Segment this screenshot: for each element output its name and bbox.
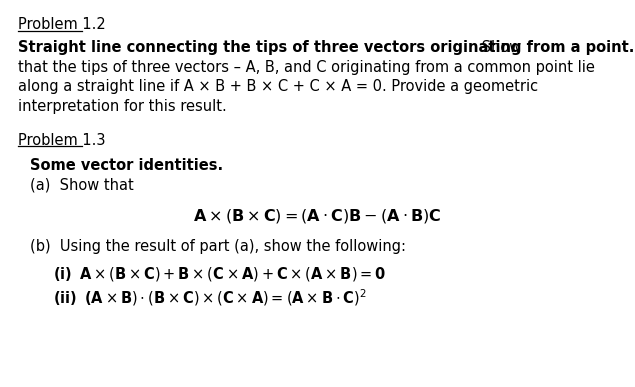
Text: Show: Show bbox=[477, 40, 521, 55]
Text: $\mathbf{A} \times (\mathbf{B} \times \mathbf{C}) = (\mathbf{A} \cdot \mathbf{C}: $\mathbf{A} \times (\mathbf{B} \times \m… bbox=[193, 207, 442, 226]
Text: $\mathbf{(ii)\;\; (A} \times \mathbf{B}) \cdot (\mathbf{B} \times \mathbf{C}) \t: $\mathbf{(ii)\;\; (A} \times \mathbf{B})… bbox=[53, 287, 366, 308]
Text: that the tips of three vectors – A, B, and C originating from a common point lie: that the tips of three vectors – A, B, a… bbox=[18, 60, 594, 75]
Text: Problem 1.3: Problem 1.3 bbox=[18, 132, 105, 147]
Text: Problem 1.2: Problem 1.2 bbox=[18, 17, 105, 32]
Text: (b)  Using the result of part (a), show the following:: (b) Using the result of part (a), show t… bbox=[30, 239, 406, 254]
Text: along a straight line if A × B + B × C + C × A = 0. Provide a geometric: along a straight line if A × B + B × C +… bbox=[18, 79, 538, 94]
Text: interpretation for this result.: interpretation for this result. bbox=[18, 99, 226, 114]
Text: Some vector identities.: Some vector identities. bbox=[30, 158, 223, 173]
Text: $\mathbf{(i)\;\; A} \times (\mathbf{B} \times \mathbf{C}) + \mathbf{B} \times (\: $\mathbf{(i)\;\; A} \times (\mathbf{B} \… bbox=[53, 265, 386, 283]
Text: Straight line connecting the tips of three vectors originating from a point.: Straight line connecting the tips of thr… bbox=[18, 40, 634, 55]
Text: (a)  Show that: (a) Show that bbox=[30, 178, 134, 193]
